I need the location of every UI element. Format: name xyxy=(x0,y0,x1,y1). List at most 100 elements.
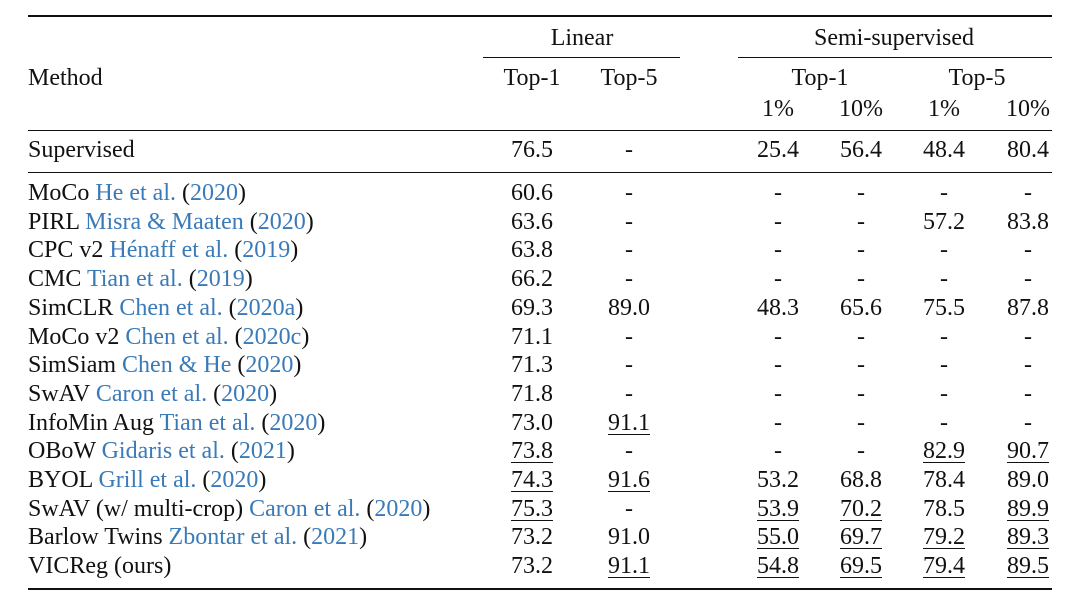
semi-top1-10pct-cell: 68.8 xyxy=(840,467,882,493)
citation-authors-link[interactable]: Caron et al. xyxy=(249,495,361,522)
semi-top5-1pct-cell: - xyxy=(940,266,948,293)
semi-top1-1pct-cell: 48.3 xyxy=(757,294,799,321)
linear-top1-cell: 63.8 xyxy=(511,237,553,264)
method-header: Method xyxy=(28,65,103,91)
semi-top5-header: Top-5 xyxy=(948,65,1006,91)
semi-top5-10pct-cell: - xyxy=(1024,237,1032,264)
linear-top1-cell: 73.2 xyxy=(511,524,553,551)
method-name: BYOL xyxy=(28,467,93,493)
semi-top5-10pct-cell: 87.8 xyxy=(1007,294,1049,321)
method-cell: CPC v2 Hénaff et al. (2019) xyxy=(28,237,299,264)
method-name: PIRL xyxy=(28,208,80,235)
method-name: VICReg (ours) xyxy=(28,553,172,580)
semi-top5-10pct-cell: 90.7 xyxy=(1007,438,1049,465)
linear-top1-cell: 73.8 xyxy=(511,438,553,465)
citation-authors-link[interactable]: Zbontar et al. xyxy=(168,524,298,551)
method-cell: CMC Tian et al. (2019) xyxy=(28,266,253,293)
semi-top1-1pct-header: 1% xyxy=(762,96,794,122)
method-name: SimSiam xyxy=(28,352,117,379)
semi-top5-10pct-cell: - xyxy=(1024,323,1032,350)
method-cell: VICReg (ours) xyxy=(28,552,171,580)
semi-top1-10pct-cell: 70.2 xyxy=(840,495,882,522)
method-cell: PIRL Misra & Maaten (2020) xyxy=(28,208,314,235)
citation-authors-link[interactable]: Tian et al. xyxy=(159,409,256,436)
citation-authors-link[interactable]: Chen et al. xyxy=(125,323,229,350)
semi-top1-1pct-cell: - xyxy=(774,208,782,235)
semi-top1-1pct-cell: - xyxy=(774,409,782,436)
semi-top5-10pct-cell: - xyxy=(1024,409,1032,436)
citation-year-link[interactable]: 2020 xyxy=(189,180,238,206)
linear-top5-cell: - xyxy=(625,237,633,264)
semi-top5-10pct-cell: 80.4 xyxy=(1007,137,1049,163)
semi-top5-10pct-cell: 83.8 xyxy=(1007,208,1049,235)
citation-year-link[interactable]: 2021 xyxy=(311,524,360,551)
semi-top5-1pct-cell: - xyxy=(940,409,948,436)
method-name: MoCo v2 xyxy=(28,323,120,350)
semi-top1-10pct-cell: 69.7 xyxy=(840,524,882,551)
citation-authors-link[interactable]: Hénaff et al. xyxy=(109,237,229,264)
semi-top5-10pct-cell: 89.3 xyxy=(1007,524,1049,551)
semi-top5-1pct-cell: - xyxy=(940,380,948,407)
citation-authors-link[interactable]: Chen et al. xyxy=(119,294,223,321)
semi-top1-10pct-cell: - xyxy=(857,323,865,350)
header-rule xyxy=(28,130,1052,131)
semi-top1-1pct-cell: - xyxy=(774,380,782,407)
citation-year-link[interactable]: 2019 xyxy=(242,237,291,264)
semi-top5-1pct-cell: 79.4 xyxy=(923,553,965,580)
semi-top5-1pct-cell: - xyxy=(940,237,948,264)
semi-top1-10pct-cell: - xyxy=(857,266,865,293)
semi-top1-10pct-cell: - xyxy=(857,380,865,407)
linear-top1-cell: 66.2 xyxy=(511,266,553,293)
semi-top1-1pct-cell: 53.2 xyxy=(757,467,799,493)
semi-top5-1pct-header: 1% xyxy=(928,96,960,122)
citation-authors-link[interactable]: Chen & He xyxy=(122,352,232,379)
method-name: Supervised xyxy=(28,137,135,163)
semi-top1-10pct-cell: 56.4 xyxy=(840,137,882,163)
method-name: SimCLR xyxy=(28,294,114,321)
method-name: SwAV xyxy=(28,380,90,407)
citation-year-link[interactable]: 2020 xyxy=(210,467,259,493)
semi-top1-1pct-cell: - xyxy=(774,352,782,379)
citation-year-link[interactable]: 2020 xyxy=(257,208,306,235)
method-cell: BYOL Grill et al. (2020) xyxy=(28,467,267,493)
citation-year-link[interactable]: 2020 xyxy=(374,495,423,522)
citation-authors-link[interactable]: Gidaris et al. xyxy=(101,438,225,465)
citation-year-link[interactable]: 2020 xyxy=(221,380,270,407)
citation-year-link[interactable]: 2020c xyxy=(242,323,302,350)
linear-top1-cell: 71.8 xyxy=(511,380,553,407)
citation-authors-link[interactable]: Tian et al. xyxy=(86,266,183,293)
method-cell: SimCLR Chen et al. (2020a) xyxy=(28,294,304,321)
linear-top5-cell: - xyxy=(625,323,633,350)
citation-year-link[interactable]: 2021 xyxy=(238,438,287,465)
linear-top5-cell: 91.6 xyxy=(608,467,650,493)
semi-top1-1pct-cell: 55.0 xyxy=(757,524,799,551)
semi-top1-10pct-cell: - xyxy=(857,208,865,235)
citation-year-link[interactable]: 2020a xyxy=(236,294,296,321)
citation-year-link[interactable]: 2020 xyxy=(269,409,318,436)
semi-top5-1pct-cell: 48.4 xyxy=(923,137,965,163)
citation-authors-link[interactable]: Caron et al. xyxy=(95,380,208,407)
method-name: SwAV (w/ multi-crop) xyxy=(28,495,244,522)
linear-top5-cell: - xyxy=(625,180,633,206)
semi-top1-1pct-cell: 53.9 xyxy=(757,495,799,522)
linear-top5-cell: 91.1 xyxy=(608,553,650,580)
semi-top5-1pct-cell: - xyxy=(940,352,948,379)
citation-authors-link[interactable]: Grill et al. xyxy=(98,467,197,493)
citation-authors-link[interactable]: He et al. xyxy=(95,180,176,206)
citation-authors-link[interactable]: Misra & Maaten xyxy=(85,208,244,235)
method-name: MoCo xyxy=(28,180,90,206)
semi-top1-10pct-cell: - xyxy=(857,409,865,436)
method-name: OBoW xyxy=(28,438,96,465)
citation-year-link[interactable]: 2019 xyxy=(196,266,245,293)
linear-top5-cell: - xyxy=(625,352,633,379)
method-cell: MoCo He et al. (2020) xyxy=(28,180,246,206)
semi-top1-10pct-header: 10% xyxy=(839,96,883,122)
semi-top5-10pct-cell: - xyxy=(1024,380,1032,407)
linear-top5-cell: - xyxy=(625,208,633,235)
method-name: CPC v2 xyxy=(28,237,104,264)
linear-top1-header: Top-1 xyxy=(503,65,561,91)
citation-year-link[interactable]: 2020 xyxy=(245,352,294,379)
linear-top1-cell: 71.3 xyxy=(511,352,553,379)
linear-top5-header: Top-5 xyxy=(600,65,658,91)
linear-top1-cell: 60.6 xyxy=(511,180,553,206)
